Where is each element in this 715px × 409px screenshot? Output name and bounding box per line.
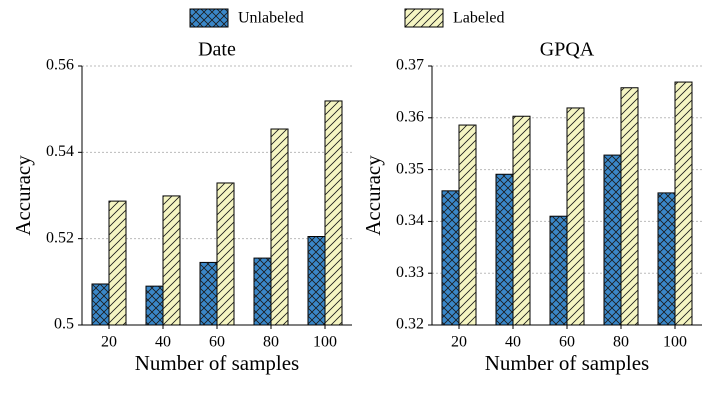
- bar-hatch: [621, 87, 638, 325]
- x-axis-label: Number of samples: [135, 351, 299, 375]
- bar-hatch: [604, 155, 621, 325]
- y-tick-label: 0.36: [396, 108, 424, 125]
- y-tick-label: 0.33: [396, 264, 424, 281]
- bar-hatch: [496, 174, 513, 325]
- bar-hatch: [658, 192, 675, 325]
- bar-hatch: [271, 129, 288, 325]
- x-tick-label: 40: [155, 334, 171, 351]
- legend-swatch-hatch: [404, 8, 444, 28]
- y-tick-label: 0.37: [396, 57, 424, 74]
- chart-title: Date: [198, 39, 236, 61]
- x-tick-label: 60: [559, 334, 575, 351]
- y-tick-label: 0.52: [46, 229, 74, 246]
- x-tick-label: 40: [505, 334, 521, 351]
- x-tick-label: 80: [263, 334, 279, 351]
- y-tick-label: 0.35: [396, 160, 424, 177]
- x-tick-label: 80: [613, 334, 629, 351]
- bar-hatch: [200, 262, 217, 325]
- bar-hatch: [163, 195, 180, 325]
- x-tick-label: 100: [313, 334, 337, 351]
- y-tick-label: 0.32: [396, 316, 424, 333]
- y-tick-label: 0.34: [396, 212, 424, 229]
- bar-hatch: [254, 258, 271, 325]
- bar-hatch: [442, 190, 459, 325]
- x-tick-label: 60: [209, 334, 225, 351]
- bar-hatch: [308, 236, 325, 325]
- bar-hatch: [217, 182, 234, 325]
- x-tick-label: 20: [101, 334, 117, 351]
- bar-hatch: [146, 286, 163, 325]
- bar-hatch: [675, 82, 692, 325]
- legend-swatch-hatch: [189, 8, 229, 28]
- y-axis-label: Accuracy: [11, 155, 35, 236]
- y-axis-label: Accuracy: [361, 155, 385, 236]
- legend-label: Unlabeled: [238, 10, 304, 27]
- x-axis-label: Number of samples: [485, 351, 649, 375]
- x-tick-label: 20: [451, 334, 467, 351]
- bar-hatch: [92, 283, 109, 325]
- bar-hatch: [567, 107, 584, 325]
- bar-hatch: [459, 125, 476, 325]
- chart-title: GPQA: [540, 39, 595, 61]
- legend-label: Labeled: [453, 10, 505, 27]
- y-tick-label: 0.5: [54, 316, 74, 333]
- x-tick-label: 100: [663, 334, 687, 351]
- bar-hatch: [550, 216, 567, 325]
- y-tick-label: 0.54: [46, 143, 74, 160]
- bar-hatch: [325, 100, 342, 325]
- bar-hatch: [109, 201, 126, 325]
- y-tick-label: 0.56: [46, 57, 74, 74]
- bar-hatch: [513, 116, 530, 325]
